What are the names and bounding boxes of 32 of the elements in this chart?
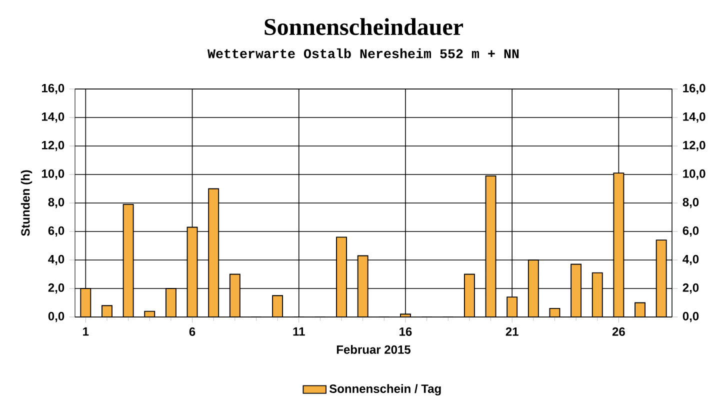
x-tick-label: 16 [400, 327, 412, 336]
x-tick-label: 26 [612, 327, 625, 336]
y-tick-label: 16,0 [42, 84, 64, 94]
chart-title: Sonnenscheindauer [264, 18, 464, 36]
y2-tick-label: 4,0 [682, 254, 699, 266]
x-tick-label: 6 [189, 327, 196, 336]
x-tick-label: 11 [293, 327, 305, 336]
bar [485, 175, 496, 317]
y2-tick-label: 14,0 [683, 112, 706, 123]
bar [208, 188, 220, 317]
y-tick-label: 4,0 [48, 254, 64, 266]
legend-label: Sonnenschein / Tag [329, 384, 441, 396]
y2-tick-label: 10,0 [683, 169, 706, 180]
y2-tick-label: 2,0 [682, 283, 699, 294]
y-tick-label: 0,0 [48, 312, 64, 322]
y-tick-label: 8,0 [48, 198, 64, 208]
chart-subtitle: Wetterwarte Ostalb Neresheim 552 m + NN [207, 48, 519, 58]
y-axis-title: Stunden (h) [20, 170, 32, 236]
y2-tick-label: 12,0 [683, 140, 706, 152]
y-tick-label: 2,0 [48, 283, 64, 294]
y2-tick-label: 16,0 [683, 84, 706, 94]
y2-tick-label: 6,0 [682, 226, 699, 237]
y-tick-label: 14,0 [42, 112, 64, 123]
x-tick-label: 21 [506, 327, 518, 336]
x-axis-title: Februar 2015 [336, 345, 410, 354]
y-tick-label: 10,0 [42, 169, 64, 180]
y2-tick-label: 0,0 [682, 312, 699, 322]
x-tick-label: 1 [83, 327, 89, 336]
bar [186, 226, 198, 317]
y-tick-label: 12,0 [42, 140, 64, 152]
y-tick-label: 6,0 [48, 226, 64, 237]
y2-tick-label: 8,0 [682, 198, 699, 208]
